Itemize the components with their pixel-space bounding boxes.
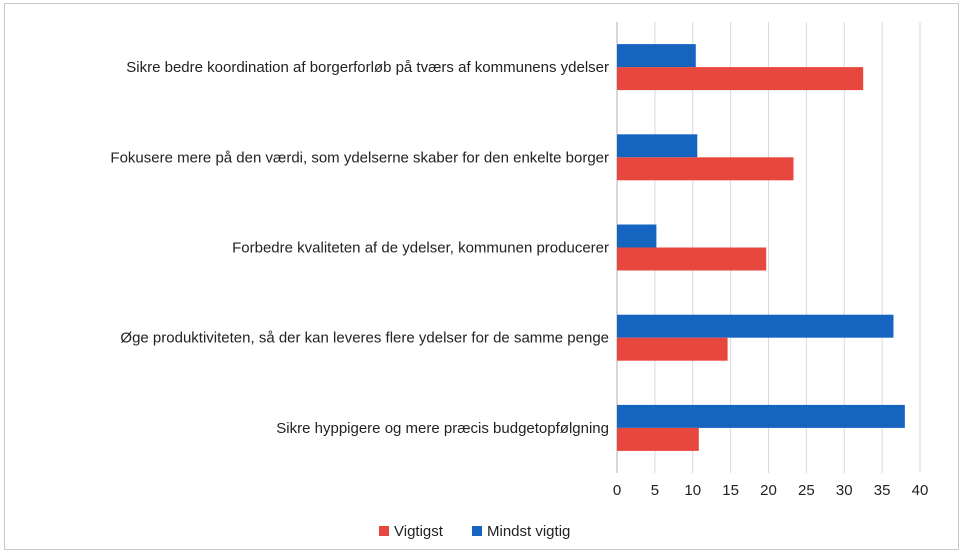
x-tick-label: 15: [722, 482, 739, 499]
x-tick-label: 0: [613, 482, 621, 499]
category-labels: Sikre bedre koordination af borgerforløb…: [110, 59, 609, 437]
legend-swatch: [379, 526, 389, 536]
bar-mindst-vigtig: [617, 134, 698, 158]
legend: Vigtigst Mindst vigtig: [379, 523, 570, 540]
legend-label: Mindst vigtig: [487, 523, 570, 540]
category-label: Sikre hyppigere og mere præcis budgetopf…: [276, 420, 609, 437]
category-label: Fokusere mere på den værdi, som ydelsern…: [110, 149, 609, 166]
x-tick-label: 25: [798, 482, 815, 499]
category-label: Forbedre kvaliteten af de ydelser, kommu…: [232, 240, 609, 257]
grid-lines: [616, 22, 921, 473]
x-tick-label: 5: [651, 482, 659, 499]
bar-mindst-vigtig: [617, 224, 657, 248]
bar-mindst-vigtig: [617, 314, 894, 338]
x-tick-label: 30: [836, 482, 853, 499]
x-tick-labels: 0 5 10 15 20 25 30 35 40: [613, 482, 929, 499]
legend-label: Vigtigst: [394, 523, 444, 540]
legend-swatch: [472, 526, 482, 536]
bar-vigtigst: [617, 247, 767, 271]
x-tick-label: 10: [684, 482, 701, 499]
category-label: Øge produktiviteten, så der kan leveres …: [120, 330, 609, 347]
chart-frame: [4, 3, 959, 550]
bar-mindst-vigtig: [617, 44, 696, 68]
x-tick-label: 40: [912, 482, 929, 499]
bar-vigtigst: [617, 427, 699, 451]
bar-vigtigst: [617, 337, 728, 361]
bar-vigtigst: [617, 157, 794, 181]
bars: [617, 44, 905, 451]
x-tick-label: 35: [874, 482, 891, 499]
x-tick-label: 20: [760, 482, 777, 499]
category-label: Sikre bedre koordination af borgerforløb…: [126, 59, 609, 76]
bar-vigtigst: [617, 67, 864, 91]
bar-mindst-vigtig: [617, 404, 905, 428]
